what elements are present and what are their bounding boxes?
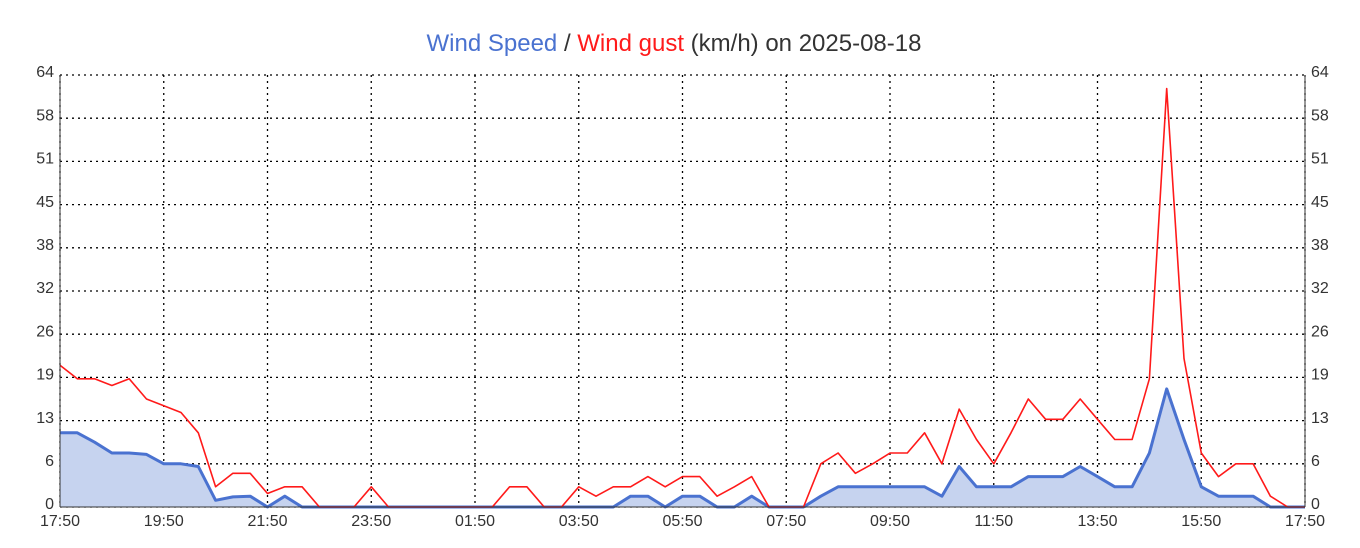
title-separator: / bbox=[564, 30, 571, 57]
y-tick-label: 13 bbox=[36, 410, 54, 427]
y2-tick-label: 6 bbox=[1311, 453, 1320, 470]
x-tick-label: 03:50 bbox=[559, 513, 599, 530]
x-tick-label: 17:50 bbox=[40, 513, 80, 530]
y-tick-label: 26 bbox=[36, 323, 54, 340]
x-tick-label: 21:50 bbox=[247, 513, 287, 530]
area bbox=[60, 388, 1305, 507]
y2-tick-label: 38 bbox=[1311, 237, 1329, 254]
x-tick-label: 17:50 bbox=[1285, 513, 1325, 530]
x-tick-label: 19:50 bbox=[144, 513, 184, 530]
x-tick-label: 09:50 bbox=[870, 513, 910, 530]
series-line bbox=[59, 87, 1305, 508]
title-suffix: (km/h) on 2025-08-18 bbox=[691, 30, 922, 57]
x-tick-label: 23:50 bbox=[351, 513, 391, 530]
y-tick-label: 19 bbox=[36, 367, 54, 384]
y2-tick-label: 45 bbox=[1311, 194, 1329, 211]
y-tick-label: 51 bbox=[36, 151, 54, 168]
y2-tick-label: 0 bbox=[1311, 496, 1320, 513]
y2-tick-label: 19 bbox=[1311, 367, 1329, 384]
y2-tick-label: 13 bbox=[1311, 410, 1329, 427]
y-tick-label: 38 bbox=[36, 237, 54, 254]
y-tick-label: 0 bbox=[45, 496, 54, 513]
x-tick-label: 13:50 bbox=[1077, 513, 1117, 530]
y-tick-label: 32 bbox=[36, 280, 54, 297]
title-speed: Wind Speed bbox=[427, 30, 558, 57]
y2-tick-label: 58 bbox=[1311, 107, 1329, 124]
y2-tick-label: 32 bbox=[1311, 280, 1329, 297]
x-tick-label: 01:50 bbox=[455, 513, 495, 530]
y2-tick-label: 64 bbox=[1311, 64, 1329, 81]
chart-title: Wind Speed / Wind gust (km/h) on 2025-08… bbox=[427, 30, 922, 57]
x-tick-label: 11:50 bbox=[974, 513, 1013, 530]
y2-tick-label: 26 bbox=[1311, 323, 1329, 340]
x-tick-label: 15:50 bbox=[1181, 513, 1221, 530]
y2-tick-label: 51 bbox=[1311, 151, 1329, 168]
grid bbox=[59, 74, 1306, 508]
y-tick-label: 6 bbox=[45, 453, 54, 470]
x-tick-label: 07:50 bbox=[766, 513, 806, 530]
y-tick-label: 64 bbox=[36, 64, 54, 81]
x-tick-label: 05:50 bbox=[662, 513, 702, 530]
y-tick-label: 58 bbox=[36, 107, 54, 124]
title-gust: Wind gust bbox=[577, 30, 684, 57]
y-tick-label: 45 bbox=[36, 194, 54, 211]
